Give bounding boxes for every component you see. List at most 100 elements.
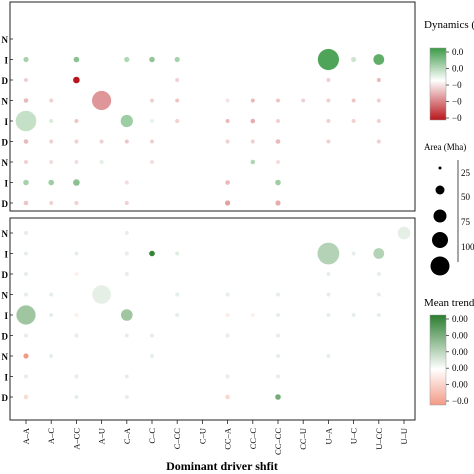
data-point: [15, 110, 37, 132]
y-tick-label: N: [2, 35, 9, 45]
data-point: [99, 160, 104, 164]
data-point: [351, 313, 356, 317]
data-point: [250, 98, 255, 103]
data-point: [225, 180, 230, 185]
y-tick-label: I: [4, 117, 8, 127]
data-point: [120, 114, 133, 128]
y-tick-label: D: [2, 199, 9, 209]
data-point: [326, 139, 331, 144]
data-point: [225, 313, 230, 317]
x-tick-label: C–U: [197, 428, 207, 444]
data-point: [92, 90, 112, 111]
dynamics-colorbar: [429, 47, 447, 121]
data-point: [301, 98, 306, 103]
data-point: [16, 305, 36, 325]
area-legend-title: Area (Mha): [424, 142, 466, 152]
data-point: [376, 313, 381, 317]
data-point: [275, 200, 281, 206]
data-point: [175, 292, 180, 297]
data-point: [326, 98, 331, 103]
data-point: [250, 313, 255, 317]
x-tick-label: U–U: [399, 428, 409, 445]
data-point: [24, 374, 28, 379]
data-point: [276, 98, 280, 103]
data-point: [124, 56, 130, 63]
data-point: [49, 354, 54, 358]
size-legend-label: 100: [461, 242, 474, 252]
data-point: [376, 292, 381, 297]
size-legend-label: 25: [461, 168, 471, 178]
x-tick-label: A–U: [97, 428, 107, 445]
data-point: [225, 292, 230, 297]
dynamics-legend-title: Dynamics (yr⁻¹): [424, 19, 474, 31]
data-point: [124, 374, 129, 379]
data-point: [73, 76, 80, 84]
data-point: [225, 119, 230, 123]
y-tick-label: I: [4, 56, 8, 66]
data-point: [351, 56, 357, 63]
data-point: [23, 353, 29, 359]
mean-trend-colorbar-ticks: 0.00 0.00 0.00 0.00 0.00 −0.0: [446, 314, 469, 406]
y-tick-label: I: [4, 373, 8, 383]
data-point: [276, 119, 280, 123]
data-point: [175, 313, 180, 317]
data-point: [276, 354, 280, 358]
data-point: [175, 251, 180, 256]
x-tick-label: U–A: [323, 427, 333, 444]
data-point: [225, 333, 230, 338]
data-point: [150, 139, 154, 144]
data-point: [326, 292, 331, 297]
y-tick-label: D: [2, 138, 9, 148]
size-legend-label: 75: [461, 217, 471, 227]
data-point: [250, 118, 256, 124]
colorbar-tick-label: 0.00: [452, 363, 468, 373]
colorbar-tick-label: −0: [452, 113, 462, 123]
mean-trend-legend-title: Mean trend: [424, 297, 474, 309]
data-point: [225, 394, 230, 400]
y-tick-label: D: [2, 76, 9, 86]
x-tick-label: CC–CC: [273, 428, 283, 455]
data-point: [24, 292, 28, 297]
area-size-legend: Area (Mha) 25 50 75 100: [424, 142, 474, 276]
y-tick-label: D: [2, 332, 9, 342]
data-point: [74, 395, 79, 399]
data-point: [49, 160, 54, 164]
data-point: [225, 98, 230, 103]
x-tick-label: C–A: [122, 427, 132, 444]
data-point: [376, 98, 381, 103]
data-point: [275, 394, 281, 400]
data-point: [92, 285, 111, 304]
size-legend-dot: [435, 185, 445, 195]
data-point: [23, 56, 29, 63]
colorbar-tick-label: −0: [452, 80, 462, 90]
data-point: [24, 78, 28, 82]
data-point: [373, 248, 385, 259]
data-point: [317, 242, 340, 265]
colorbar-tick-label: 0.0: [452, 47, 464, 57]
data-point: [23, 139, 29, 144]
y-tick-label: N: [2, 229, 9, 239]
colorbar-tick-label: −0.0: [452, 396, 469, 406]
data-point: [376, 78, 381, 82]
data-point: [49, 201, 54, 205]
data-point: [124, 395, 129, 399]
x-tick-label: U–C: [349, 428, 359, 444]
data-point: [326, 313, 331, 317]
size-legend-dot: [433, 209, 447, 223]
data-point: [376, 139, 381, 144]
size-legend-label: 50: [461, 192, 471, 202]
data-point: [74, 251, 79, 256]
data-point: [124, 231, 129, 235]
colorbar-tick-label: 0.00: [452, 380, 468, 390]
x-tick-label: C–C: [147, 428, 157, 444]
data-point: [24, 251, 28, 256]
x-tick-label: CC–C: [248, 428, 258, 450]
data-point: [24, 272, 28, 276]
data-point: [376, 272, 381, 276]
data-point: [150, 119, 154, 123]
data-point: [225, 139, 230, 144]
x-axis-label: Dominant driver shfit: [166, 459, 278, 473]
data-point: [23, 200, 29, 206]
colorbar-tick-label: 0.0: [452, 64, 464, 74]
